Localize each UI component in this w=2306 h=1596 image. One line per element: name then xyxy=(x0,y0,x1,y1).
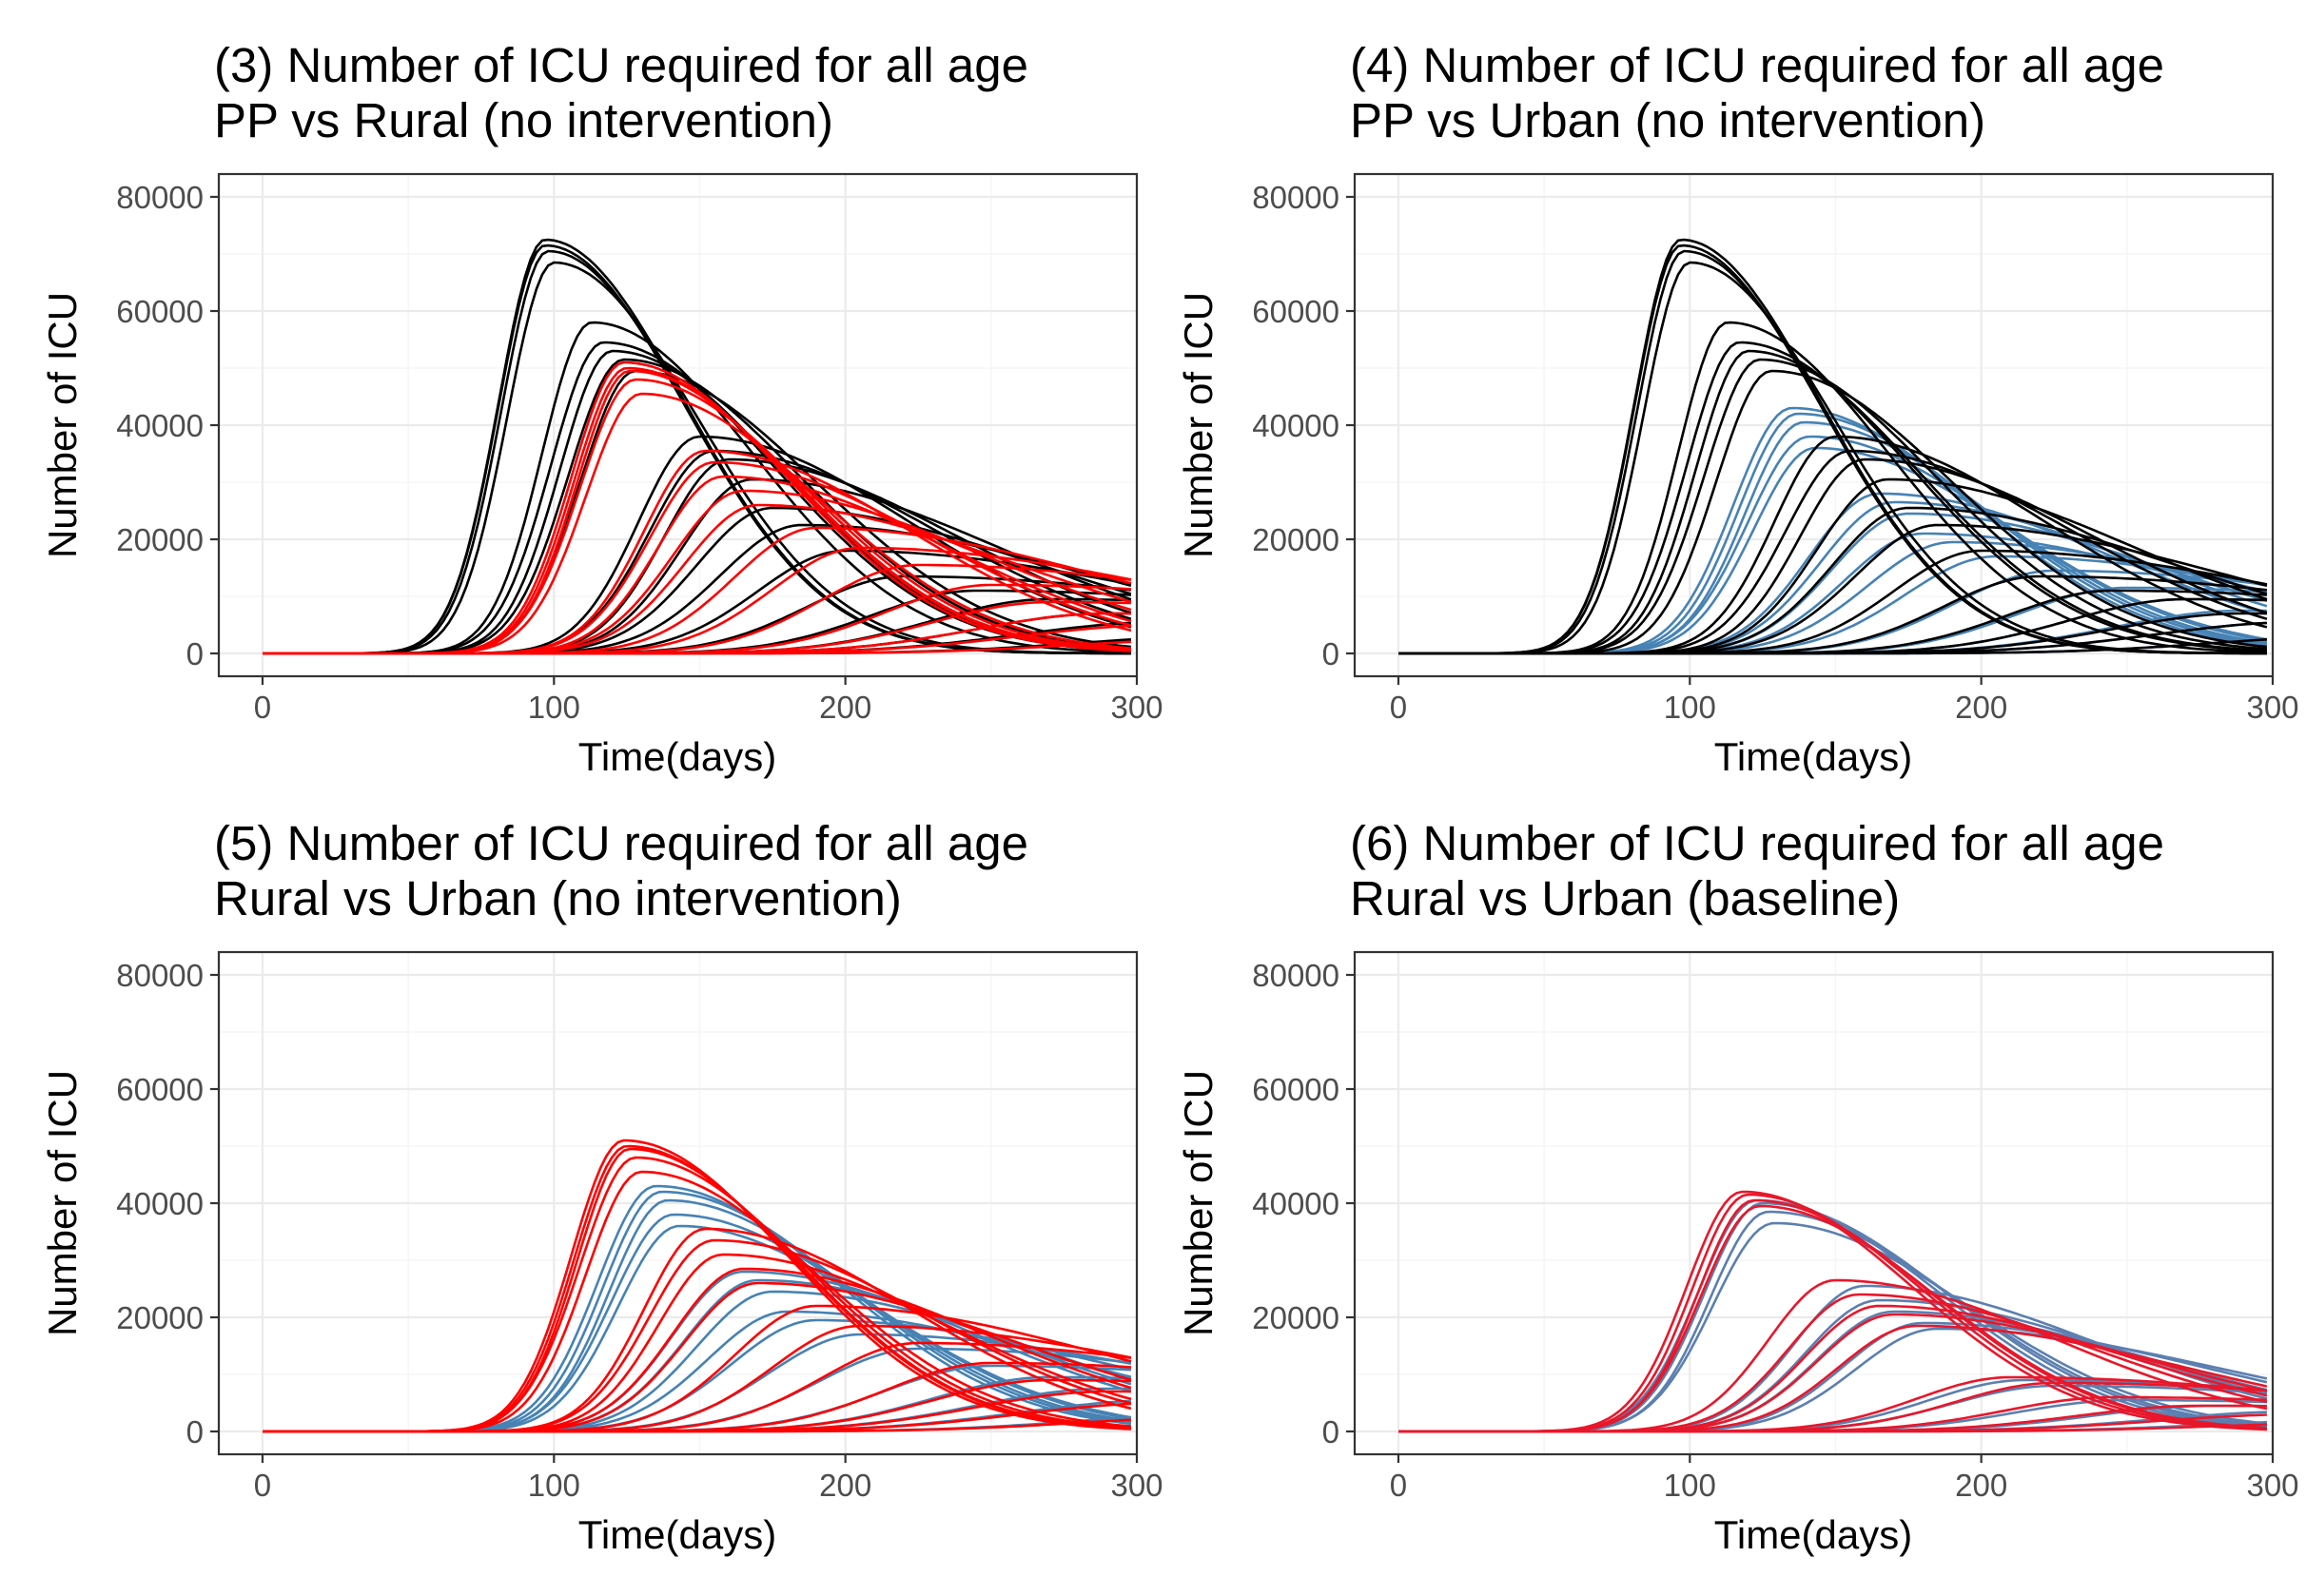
panel-title-line2: PP vs Rural (no intervention) xyxy=(214,93,833,147)
axis-ticks: 0 100 200 300 0 20000 40000 60000 80000 xyxy=(116,180,1163,725)
y-tick-label: 40000 xyxy=(1252,1186,1339,1221)
x-axis-title: Time(days) xyxy=(578,734,776,779)
x-axis-title: Time(days) xyxy=(578,1512,776,1557)
panel-5: (5) Number of ICU required for all age R… xyxy=(40,816,1163,1557)
series-line xyxy=(263,1418,1131,1433)
curves xyxy=(263,1139,1132,1433)
x-tick-label: 200 xyxy=(1955,690,2007,725)
y-tick-label: 40000 xyxy=(1252,408,1339,443)
series-line xyxy=(1398,638,2267,655)
y-tick-label: 40000 xyxy=(116,1186,204,1221)
panel-title-line1: (6) Number of ICU required for all age xyxy=(1350,816,2164,870)
curves xyxy=(263,238,1132,655)
y-tick-label: 60000 xyxy=(1252,294,1339,329)
x-axis-title: Time(days) xyxy=(1714,734,1912,779)
panel-title-line1: (5) Number of ICU required for all age xyxy=(214,816,1028,870)
y-tick-label: 80000 xyxy=(1252,180,1339,215)
y-tick-label: 80000 xyxy=(116,958,204,993)
y-tick-label: 60000 xyxy=(1252,1072,1339,1107)
series-line xyxy=(1398,1423,2267,1433)
y-axis-title: Number of ICU xyxy=(40,292,85,558)
panel-3: (3) Number of ICU required for all age P… xyxy=(40,38,1163,779)
x-tick-label: 100 xyxy=(1664,1468,1716,1503)
panel-title-line2: PP vs Urban (no intervention) xyxy=(1350,93,1985,147)
series-line xyxy=(263,640,1131,655)
axis-ticks: 0 100 200 300 0 20000 40000 60000 80000 xyxy=(1252,958,2298,1503)
x-tick-label: 300 xyxy=(2246,690,2298,725)
y-tick-label: 0 xyxy=(1322,636,1339,671)
panel-6: (6) Number of ICU required for all age R… xyxy=(1176,816,2299,1557)
panel-title-line2: Rural vs Urban (baseline) xyxy=(1350,871,1900,925)
y-tick-label: 60000 xyxy=(116,294,204,329)
y-tick-label: 20000 xyxy=(1252,1300,1339,1335)
y-tick-label: 80000 xyxy=(1252,958,1339,993)
curves xyxy=(1398,1190,2268,1433)
y-tick-label: 0 xyxy=(186,636,204,671)
axis-ticks: 0 100 200 300 0 20000 40000 60000 80000 xyxy=(1252,180,2298,725)
axis-ticks: 0 100 200 300 0 20000 40000 60000 80000 xyxy=(116,958,1163,1503)
x-tick-label: 100 xyxy=(528,1468,580,1503)
curves xyxy=(1398,238,2268,655)
y-tick-label: 20000 xyxy=(1252,522,1339,557)
x-tick-label: 300 xyxy=(1110,1468,1163,1503)
y-tick-label: 20000 xyxy=(116,1300,204,1335)
panel-title-line1: (4) Number of ICU required for all age xyxy=(1350,38,2164,92)
y-axis-title: Number of ICU xyxy=(40,1070,85,1336)
panel-title-line1: (3) Number of ICU required for all age xyxy=(214,38,1028,92)
y-tick-label: 20000 xyxy=(116,522,204,557)
x-tick-label: 200 xyxy=(819,690,871,725)
panel-4: (4) Number of ICU required for all age P… xyxy=(1176,38,2299,779)
x-tick-label: 0 xyxy=(1390,690,1407,725)
y-tick-label: 0 xyxy=(1322,1414,1339,1450)
y-tick-label: 60000 xyxy=(116,1072,204,1107)
x-tick-label: 0 xyxy=(254,690,271,725)
y-tick-label: 40000 xyxy=(116,408,204,443)
x-tick-label: 100 xyxy=(528,690,580,725)
x-tick-label: 300 xyxy=(1110,690,1163,725)
x-tick-label: 0 xyxy=(1390,1468,1407,1503)
x-tick-label: 300 xyxy=(2246,1468,2298,1503)
x-tick-label: 100 xyxy=(1664,690,1716,725)
grid xyxy=(219,174,1139,676)
grid xyxy=(1355,952,2275,1454)
x-tick-label: 200 xyxy=(1955,1468,2007,1503)
y-tick-label: 80000 xyxy=(116,180,204,215)
x-axis-title: Time(days) xyxy=(1714,1512,1912,1557)
y-tick-label: 0 xyxy=(186,1414,204,1450)
y-axis-title: Number of ICU xyxy=(1176,292,1221,558)
y-axis-title: Number of ICU xyxy=(1176,1070,1221,1336)
panel-title-line2: Rural vs Urban (no intervention) xyxy=(214,871,902,925)
x-tick-label: 0 xyxy=(254,1468,271,1503)
x-tick-label: 200 xyxy=(819,1468,871,1503)
